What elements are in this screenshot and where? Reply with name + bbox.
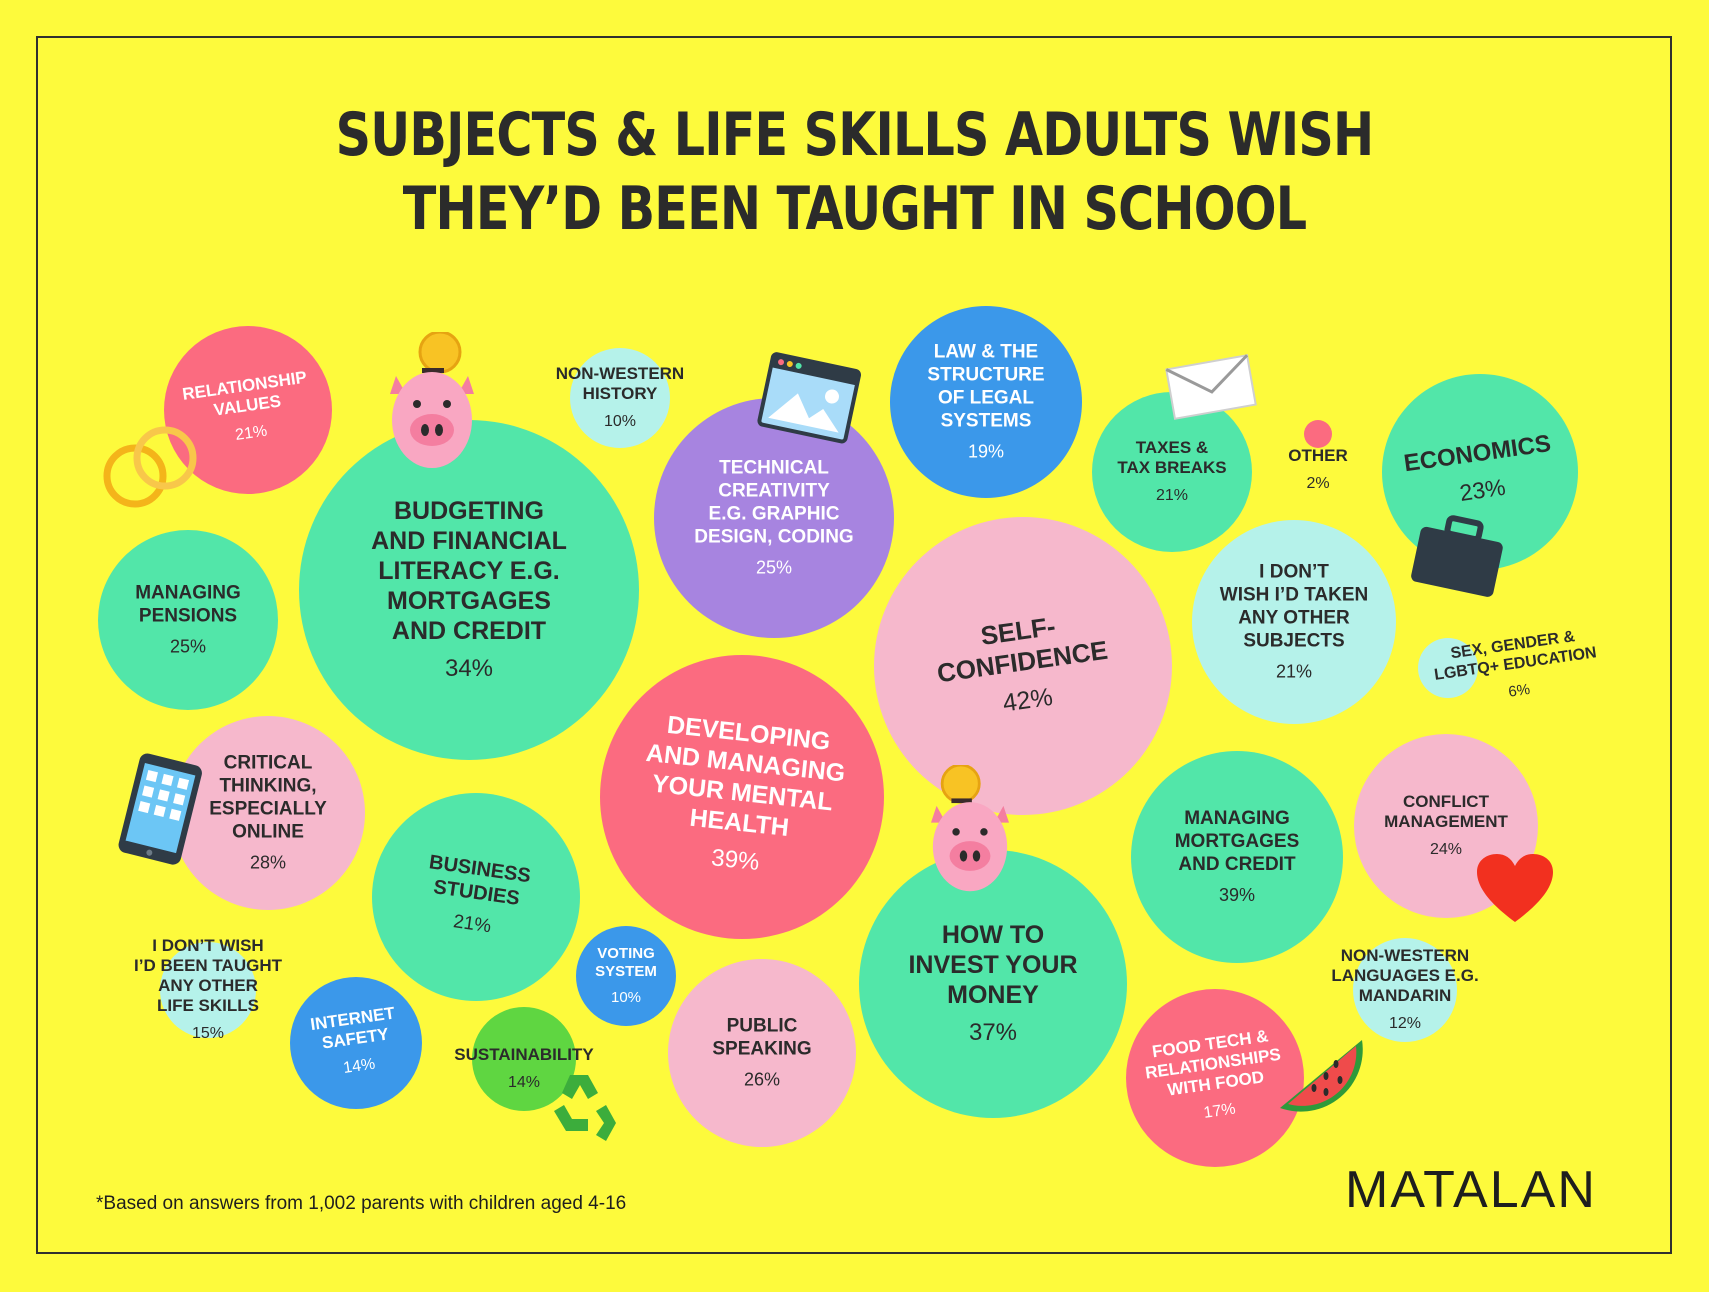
bubble-value: 28% xyxy=(249,852,287,873)
footnote: *Based on answers from 1,002 parents wit… xyxy=(96,1193,627,1214)
bubble xyxy=(600,655,884,939)
bubble-category: DEVELOPING AND MANAGING YOUR MENTAL HEALTH xyxy=(644,710,847,842)
envelope-icon xyxy=(1165,354,1257,420)
bubble-category: TAXES & TAX BREAKS xyxy=(1117,438,1227,477)
bubble-label: DEVELOPING AND MANAGING YOUR MENTAL HEALTH 3… xyxy=(634,708,849,886)
bubble-value: 10% xyxy=(603,413,637,430)
bubble-value: 19% xyxy=(967,441,1005,462)
bubble-label: NON-WESTERN LANGUAGES E.G. MANDARIN 12% xyxy=(1331,946,1478,1034)
bubble-category: BUDGETING AND FINANCIAL LITERACY E.G. MORTG… xyxy=(371,497,567,645)
bubble-value: 25% xyxy=(169,636,207,657)
bubble-category: MANAGING PENSIONS xyxy=(135,582,241,627)
bubble-category: I DON’T WISH I’D TAKEN ANY OTHER SUBJECTS xyxy=(1219,561,1369,652)
bubble-label: LAW & THE STRUCTURE OF LEGAL SYSTEMS 19% xyxy=(927,341,1044,464)
bubble xyxy=(874,517,1172,815)
bubble xyxy=(472,1007,576,1111)
bubble-label: BUSINESS STUDIES 21% xyxy=(420,850,532,943)
bubble-category: I DON’T WISH I’D BEEN TAUGHT ANY OTHER LIFE… xyxy=(134,936,282,1015)
bubble-label: SUSTAINABILITY 14% xyxy=(454,1045,593,1093)
bubble-value: 15% xyxy=(191,1025,225,1042)
bubble xyxy=(1092,392,1252,552)
image-window-icon xyxy=(757,352,862,444)
bubble-label: FOOD TECH & RELATIONSHIPS WITH FOOD 17% xyxy=(1141,1025,1289,1131)
bubble xyxy=(668,959,856,1147)
bubble-label: I DON’T WISH I’D TAKEN ANY OTHER SUBJECTS 21… xyxy=(1220,561,1368,684)
bubble xyxy=(1192,520,1396,724)
bubble xyxy=(171,716,365,910)
recycle-icon xyxy=(554,1075,616,1141)
bubble-value: 2% xyxy=(1306,475,1330,492)
bubble-label: I DON’T WISH I’D BEEN TAUGHT ANY OTHER LIFE… xyxy=(134,936,282,1044)
bubble-value: 26% xyxy=(743,1069,781,1090)
bubble-label: TECHNICAL CREATIVITY E.G. GRAPHIC DESIGN, C… xyxy=(694,457,853,580)
bubble xyxy=(890,306,1082,498)
bubble-category: CONFLICT MANAGEMENT xyxy=(1384,792,1508,831)
bubble-value: 34% xyxy=(444,655,494,682)
bubble xyxy=(1131,751,1343,963)
bubble xyxy=(654,398,894,638)
brand-logo: MATALAN xyxy=(1345,1161,1597,1219)
bubble xyxy=(859,850,1127,1118)
bubble-category: NON-WESTERN LANGUAGES E.G. MANDARIN xyxy=(1331,946,1479,1005)
bubble-label: PUBLIC SPEAKING 26% xyxy=(712,1015,811,1092)
bubble xyxy=(576,926,676,1026)
piggy-bank-icon xyxy=(390,332,474,468)
bubble-value: 21% xyxy=(1155,487,1189,504)
chart-title-line-2: THEY’D BEEN TAUGHT IN SCHOOL xyxy=(402,174,1307,244)
bubble-label: MANAGING MORTGAGES AND CREDIT 39% xyxy=(1175,807,1300,907)
chart-title-line-1: SUBJECTS & LIFE SKILLS ADULTS WISH xyxy=(335,100,1375,170)
bubble-category: SUSTAINABILITY xyxy=(454,1045,594,1064)
bubble-label: OTHER 2% xyxy=(1288,446,1348,494)
bubble-value: 21% xyxy=(1275,661,1313,682)
bubble-category: TECHNICAL CREATIVITY E.G. GRAPHIC DESIGN, C… xyxy=(694,457,854,548)
bubble-label: CONFLICT MANAGEMENT 24% xyxy=(1384,792,1508,860)
bubble xyxy=(1304,420,1332,448)
tablet-icon xyxy=(118,753,202,865)
bubble xyxy=(372,793,580,1001)
bubble xyxy=(290,977,422,1109)
bubble xyxy=(1126,989,1304,1167)
bubble-label: VOTING SYSTEM 10% xyxy=(595,945,657,1007)
bubble-category: OTHER xyxy=(1288,446,1348,465)
bubble-category: HOW TO INVEST YOUR MONEY xyxy=(908,921,1078,1009)
bubble-label: MANAGING PENSIONS 25% xyxy=(135,582,241,659)
bubble-category: VOTING SYSTEM xyxy=(595,945,657,980)
bubble-value: 10% xyxy=(610,989,642,1006)
briefcase-icon xyxy=(1411,515,1503,597)
heart-icon xyxy=(1477,854,1553,922)
bubble-label: HOW TO INVEST YOUR MONEY 37% xyxy=(908,920,1077,1048)
bubble-value: 24% xyxy=(1429,841,1463,858)
bubble-category: LAW & THE STRUCTURE OF LEGAL SYSTEMS xyxy=(927,341,1045,432)
rings-icon xyxy=(103,426,197,508)
bubble-label: CRITICAL THINKING, ESPECIALLY ONLINE 28% xyxy=(209,752,327,875)
bubble xyxy=(98,530,278,710)
bubble-label: INTERNET SAFETY 14% xyxy=(309,1003,403,1082)
bubble-value: 39% xyxy=(1218,885,1256,905)
bubble xyxy=(160,942,256,1038)
bubble-category: MANAGING MORTGAGES AND CREDIT xyxy=(1174,808,1300,875)
border-frame xyxy=(36,36,1672,1254)
bubble xyxy=(299,420,639,760)
bubble xyxy=(570,348,670,448)
bubble-value: 14% xyxy=(507,1074,541,1091)
bubble-category: PUBLIC SPEAKING xyxy=(712,1015,812,1060)
bubble-value: 12% xyxy=(1388,1015,1422,1032)
bubble-category: CRITICAL THINKING, ESPECIALLY ONLINE xyxy=(209,752,327,843)
bubble xyxy=(1353,938,1457,1042)
bubble-value: 25% xyxy=(755,557,793,578)
bubble-category: NON-WESTERN HISTORY xyxy=(555,364,685,403)
bubble-value: 37% xyxy=(968,1019,1018,1046)
bubble xyxy=(1418,638,1478,698)
piggy-bank-icon xyxy=(931,765,1009,892)
bubble-label: NON-WESTERN HISTORY 10% xyxy=(556,364,684,432)
bubble-label: BUDGETING AND FINANCIAL LITERACY E.G. MORTG… xyxy=(371,496,567,684)
bubble-label: TAXES & TAX BREAKS 21% xyxy=(1117,438,1226,506)
watermelon-icon xyxy=(1280,1040,1363,1112)
